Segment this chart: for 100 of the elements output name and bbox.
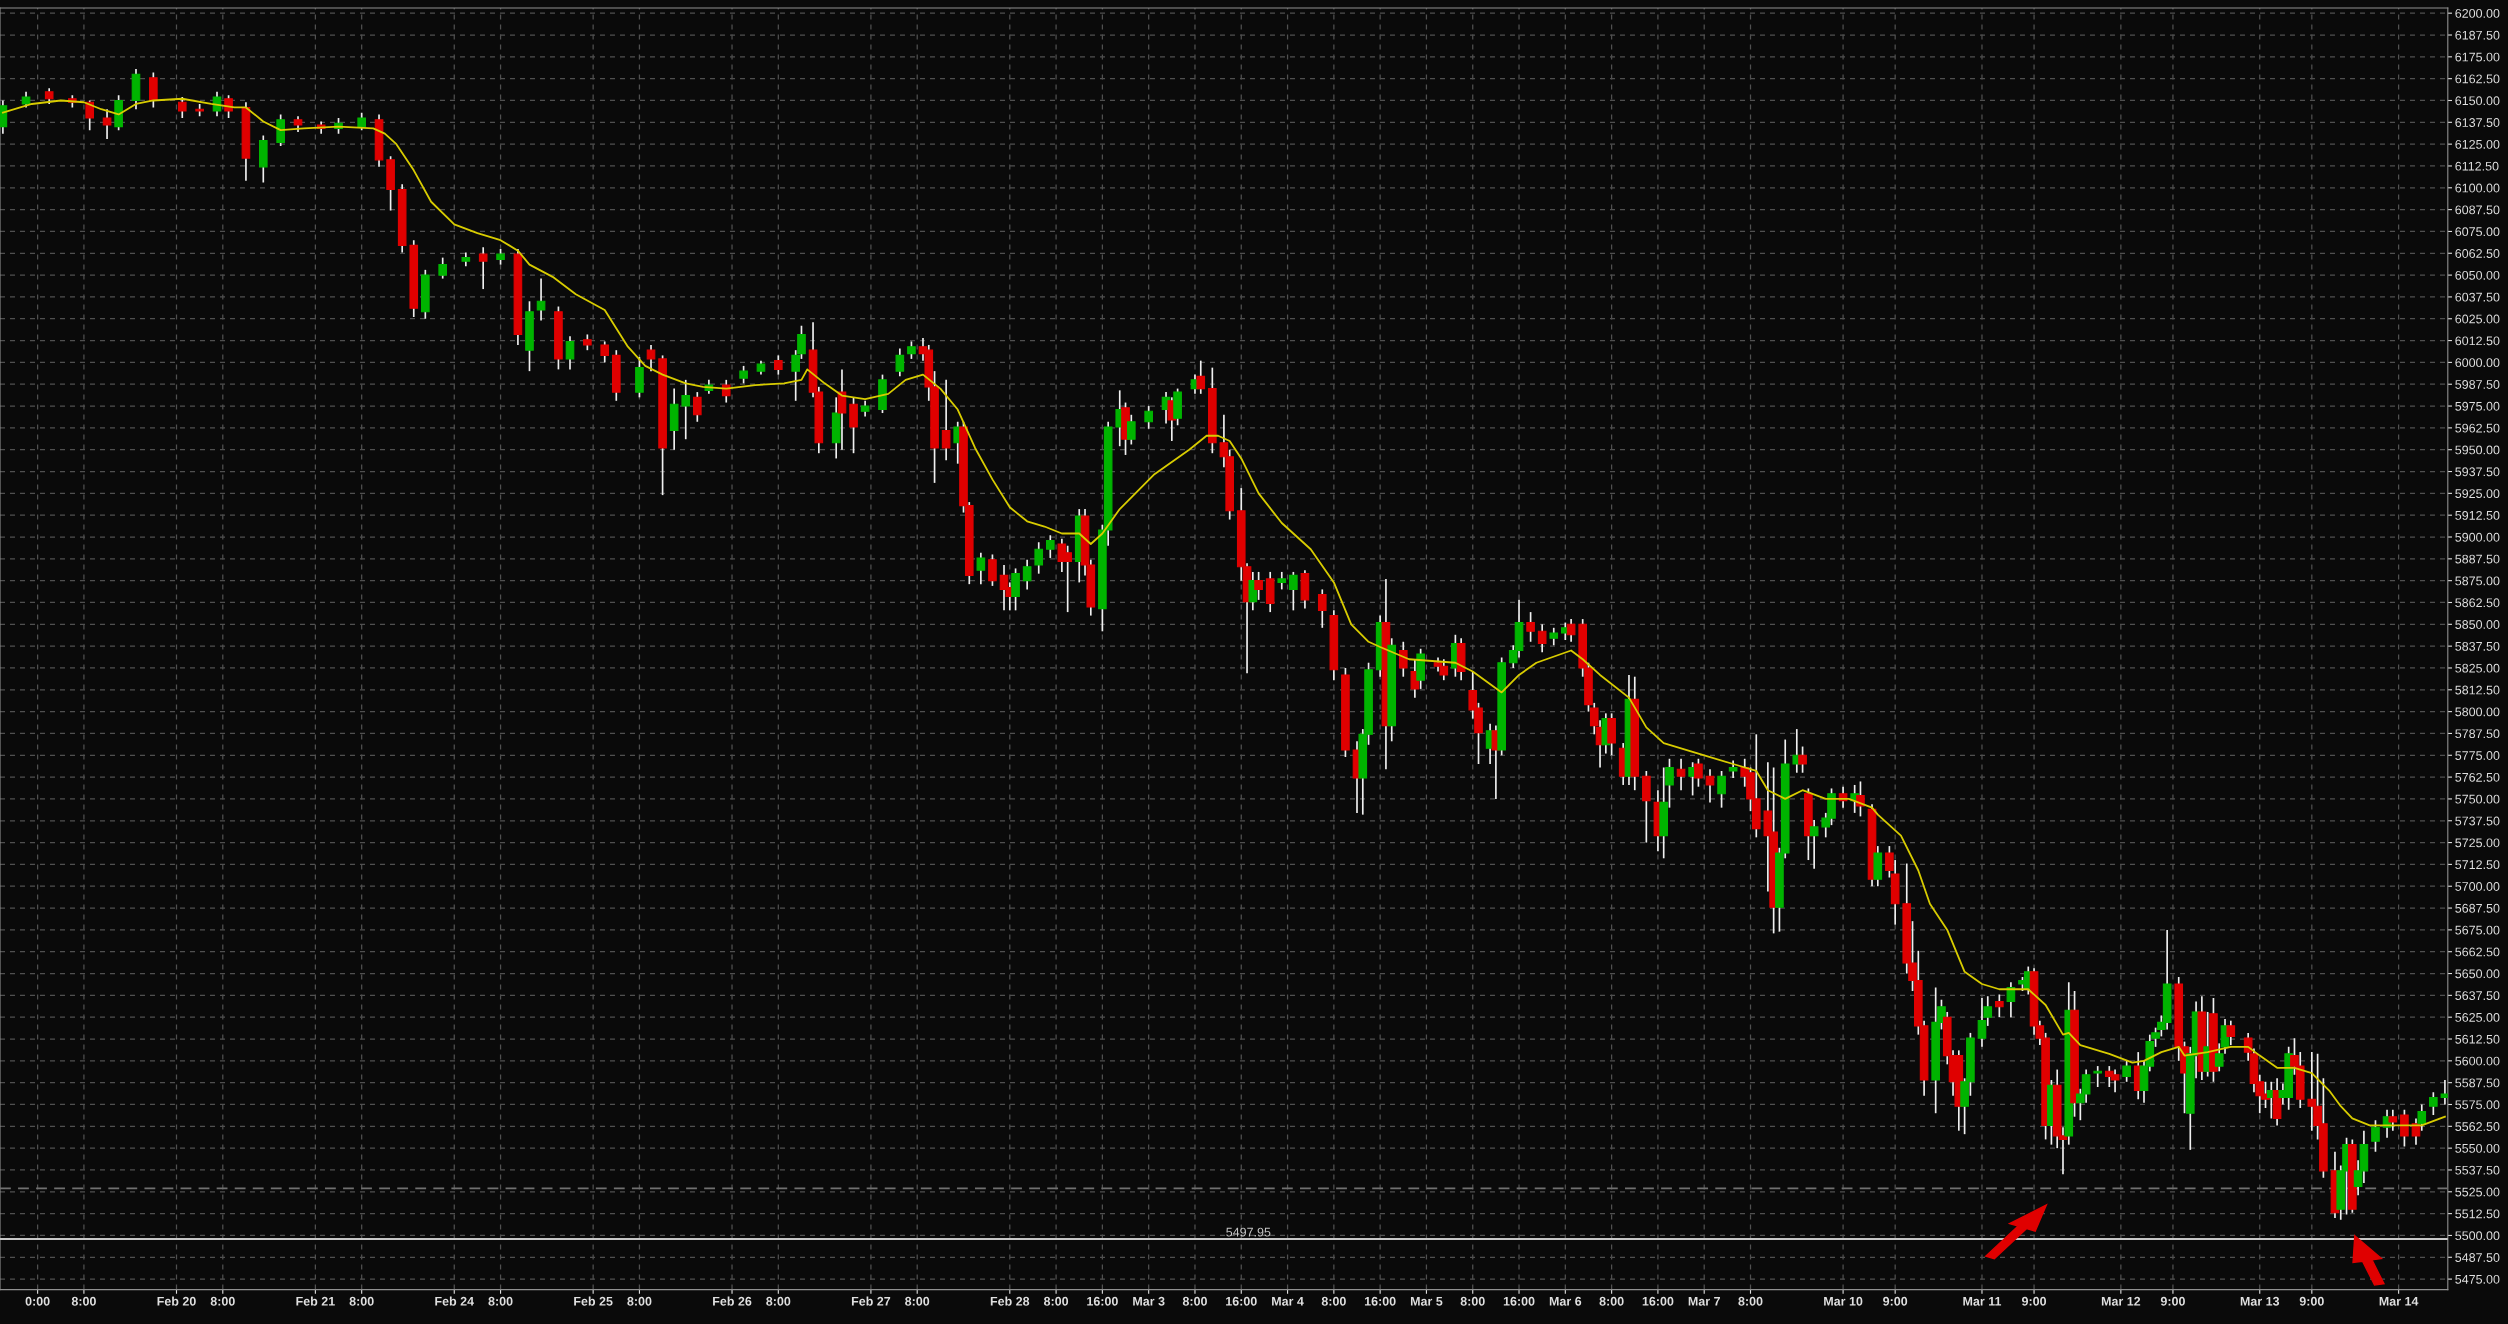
y-tick-label: 5575.00 [2455, 1100, 2500, 1110]
y-tick-label: 5837.50 [2455, 641, 2500, 651]
candlestick [646, 344, 656, 372]
y-tick-label: 6012.50 [2455, 336, 2500, 346]
x-tick-label: Mar 11 [1963, 1296, 2002, 1306]
x-tick-label: 9:00 [1883, 1296, 1908, 1306]
candlestick [1144, 405, 1153, 430]
x-tick-label: Feb 26 [713, 1296, 752, 1306]
candlestick [1717, 770, 1726, 809]
y-tick-label: 5487.50 [2455, 1253, 2500, 1262]
y-tick-label: 5475.00 [2455, 1274, 2500, 1284]
y-tick-label: 6200.00 [2455, 8, 2500, 18]
candlestick [565, 335, 575, 371]
candlestick [2400, 1108, 2409, 1148]
candlestick [2388, 1108, 2398, 1132]
y-tick-label: 5825.00 [2455, 663, 2500, 673]
y-tick-label: 5525.00 [2455, 1187, 2500, 1197]
candlestick [681, 379, 691, 441]
x-tick-label: 9:00 [2160, 1296, 2185, 1306]
candlestick [85, 99, 95, 132]
candlestick [849, 396, 858, 455]
y-tick-label: 5987.50 [2455, 380, 2500, 389]
candlestick [1011, 567, 1020, 612]
x-tick-label: Mar 14 [2379, 1296, 2419, 1306]
candlestick [2429, 1091, 2438, 1116]
candlestick [976, 551, 986, 585]
y-tick-label: 6062.50 [2455, 249, 2500, 258]
y-tick-label: 6175.00 [2455, 52, 2500, 62]
y-tick-label: 5875.00 [2455, 576, 2500, 586]
x-tick-label: 8:00 [1460, 1296, 1485, 1306]
y-tick-label: 5662.50 [2455, 947, 2500, 957]
candlestick [600, 340, 610, 364]
y-tick-label: 6075.00 [2455, 227, 2500, 237]
x-tick-label: Feb 21 [296, 1296, 335, 1306]
candlestick [1537, 623, 1547, 654]
y-tick-label: 5850.00 [2455, 620, 2500, 629]
candlestick [276, 113, 285, 147]
y-tick-label: 5737.50 [2455, 816, 2500, 826]
y-tick-label: 5925.00 [2455, 489, 2500, 499]
x-tick-label: 8:00 [71, 1296, 96, 1306]
candlestick [1398, 640, 1408, 678]
candlestick [1676, 757, 1686, 792]
y-tick-label: 5887.50 [2455, 554, 2500, 564]
y-tick-label: 6187.50 [2455, 30, 2500, 40]
y-tick-label: 6087.50 [2455, 205, 2500, 215]
y-tick-label: 6125.00 [2455, 139, 2500, 149]
y-tick-label: 5712.50 [2455, 860, 2500, 870]
y-tick-label: 5812.50 [2455, 685, 2500, 695]
candlestick [2122, 1060, 2131, 1083]
candlestick [774, 354, 783, 376]
x-tick-label: Mar 7 [1688, 1296, 1720, 1306]
candlestick [1809, 819, 1819, 870]
x-tick-label: 8:00 [766, 1296, 791, 1306]
candlestick [149, 71, 158, 109]
candlestick [1196, 359, 1206, 395]
y-tick-label: 5700.00 [2455, 882, 2500, 891]
x-tick-label: 16:00 [1226, 1296, 1257, 1306]
y-tick-label: 5650.00 [2455, 969, 2500, 979]
y-tick-label: 6150.00 [2455, 96, 2500, 106]
y-tick-label: 5937.50 [2455, 467, 2500, 477]
candlestick [1526, 611, 1535, 643]
candlestick [941, 379, 951, 462]
y-tick-label: 5537.50 [2455, 1165, 2500, 1175]
candlestick [895, 347, 905, 378]
y-tick-label: 5500.00 [2455, 1231, 2500, 1241]
x-tick-label: Feb 25 [574, 1296, 613, 1306]
candlestick [478, 246, 488, 290]
candlestick [1798, 745, 1807, 774]
x-tick-label: 8:00 [627, 1296, 652, 1306]
candlestick [438, 256, 448, 280]
x-tick-label: Feb 20 [157, 1296, 196, 1306]
candlestick [2006, 981, 2016, 1019]
ref-line-label: 5497.95 [1226, 1227, 1271, 1237]
y-tick-label: 5787.50 [2455, 729, 2500, 739]
candlestick [2093, 1065, 2103, 1088]
y-tick-label: 6100.00 [2455, 183, 2500, 193]
y-tick-label: 5912.50 [2455, 510, 2500, 520]
x-tick-label: 16:00 [1642, 1296, 1674, 1306]
y-tick-label: 5675.00 [2455, 925, 2500, 935]
x-tick-label: 16:00 [1503, 1296, 1535, 1306]
candlestick [1254, 571, 1263, 601]
y-tick-label: 6025.00 [2455, 314, 2500, 324]
y-tick-label: 5950.00 [2455, 445, 2500, 455]
x-tick-label: Mar 10 [1824, 1296, 1863, 1306]
x-tick-label: 8:00 [1043, 1296, 1069, 1306]
x-tick-label: 8:00 [488, 1296, 513, 1306]
x-tick-label: 8:00 [349, 1296, 374, 1306]
candlestick [1289, 571, 1298, 612]
y-tick-label: 5612.50 [2455, 1034, 2500, 1044]
y-tick-label: 5900.00 [2455, 532, 2500, 542]
x-tick-label: Feb 24 [435, 1296, 474, 1306]
candlestick [1045, 534, 1055, 559]
x-tick-label: Mar 13 [2240, 1296, 2280, 1306]
y-tick-label: 5687.50 [2455, 903, 2500, 913]
candlestick [177, 96, 187, 119]
y-tick-label: 5775.00 [2455, 751, 2500, 760]
candlestick [2226, 1019, 2236, 1046]
candlestick [1705, 768, 1715, 804]
y-tick-label: 5587.50 [2455, 1078, 2500, 1088]
y-tick-label: 6112.50 [2455, 161, 2499, 171]
